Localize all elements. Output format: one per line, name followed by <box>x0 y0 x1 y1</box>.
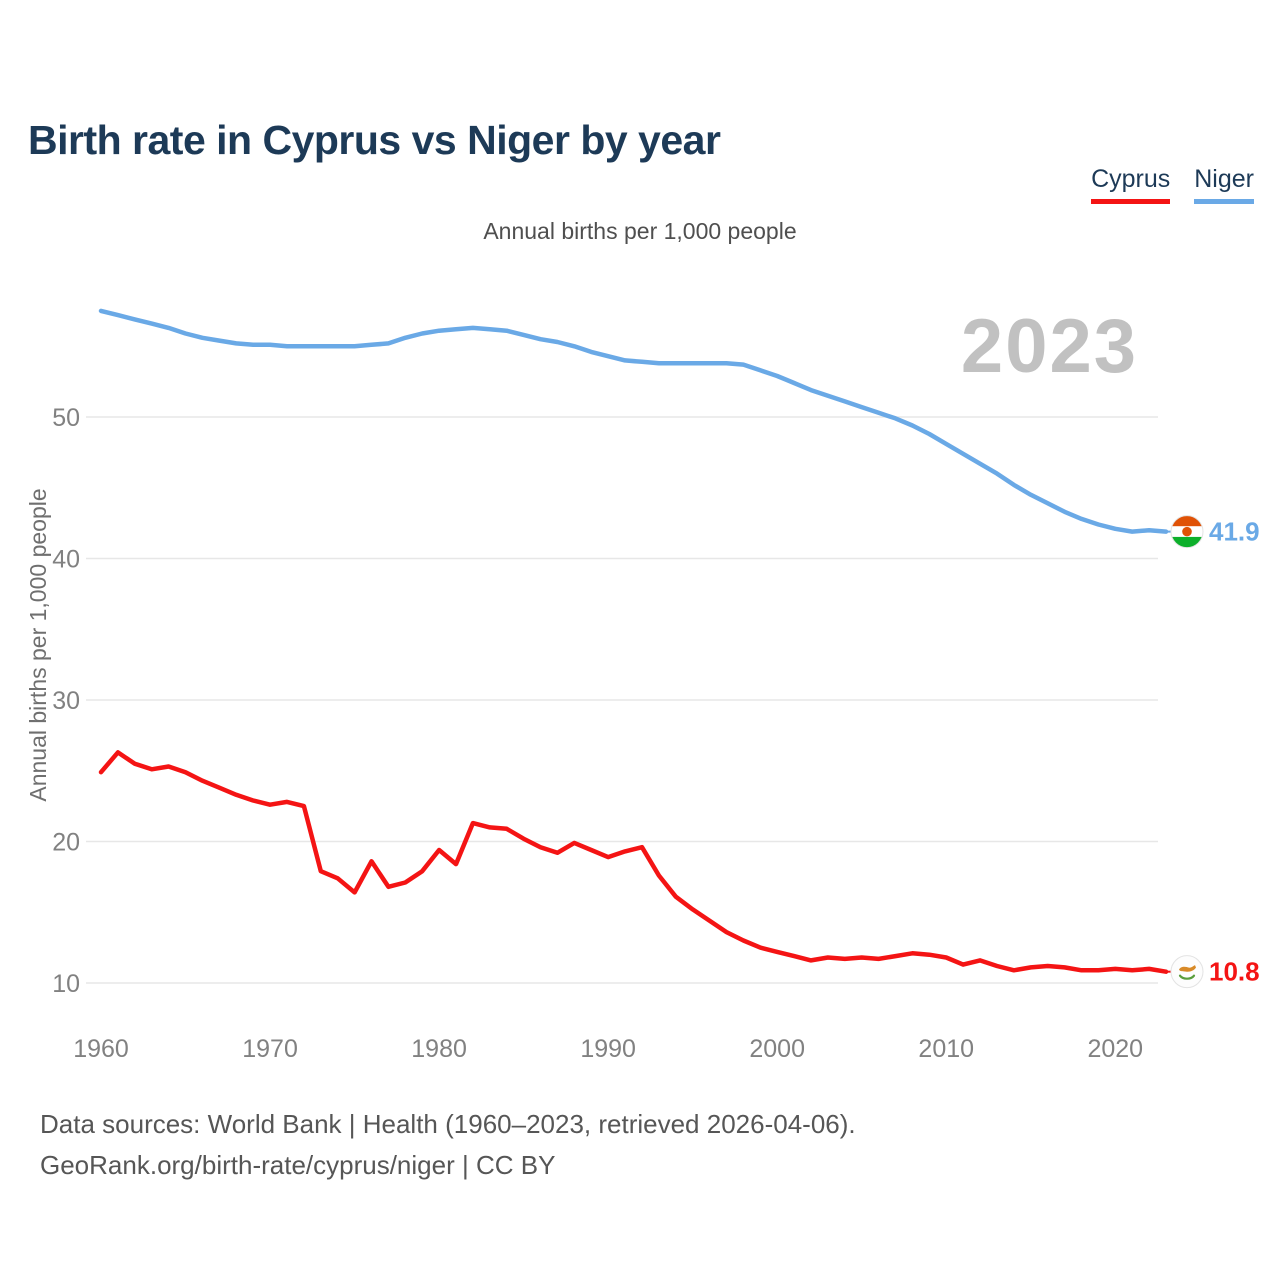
cyprus-end-value: 10.8 <box>1209 957 1260 987</box>
x-tick-label: 1960 <box>73 1035 129 1063</box>
x-tick-label: 2020 <box>1087 1035 1143 1063</box>
chart-subtitle: Annual births per 1,000 people <box>483 218 797 244</box>
y-tick-label: 40 <box>52 546 80 574</box>
y-tick-label: 50 <box>52 404 80 432</box>
legend-item-cyprus[interactable]: Cyprus <box>1091 165 1171 204</box>
chart-legend: Cyprus Niger <box>1091 165 1254 204</box>
cyprus-flag-icon <box>1170 955 1204 989</box>
attribution-text: GeoRank.org/birth-rate/cyprus/niger | CC… <box>40 1150 556 1180</box>
page-title: Birth rate in Cyprus vs Niger by year <box>28 117 721 164</box>
x-tick-label: 2010 <box>918 1035 974 1063</box>
x-tick-label: 1980 <box>411 1035 467 1063</box>
y-axis-title: Annual births per 1,000 people <box>25 488 51 801</box>
y-tick-label: 10 <box>52 970 80 998</box>
y-tick-label: 30 <box>52 687 80 715</box>
data-sources-text: Data sources: World Bank | Health (1960–… <box>40 1109 856 1139</box>
chart-footer: Data sources: World Bank | Health (1960–… <box>40 1104 856 1186</box>
niger-end-value: 41.9 <box>1209 517 1260 547</box>
x-tick-label: 2000 <box>749 1035 805 1063</box>
niger-flag-icon <box>1170 515 1204 549</box>
niger-line <box>98 308 1169 534</box>
x-tick-label: 1990 <box>580 1035 636 1063</box>
legend-item-niger[interactable]: Niger <box>1194 165 1254 204</box>
x-tick-label: 1970 <box>242 1035 298 1063</box>
chart-watermark-year: 2023 <box>961 304 1138 389</box>
y-tick-label: 20 <box>52 829 80 857</box>
cyprus-line <box>98 750 1169 974</box>
